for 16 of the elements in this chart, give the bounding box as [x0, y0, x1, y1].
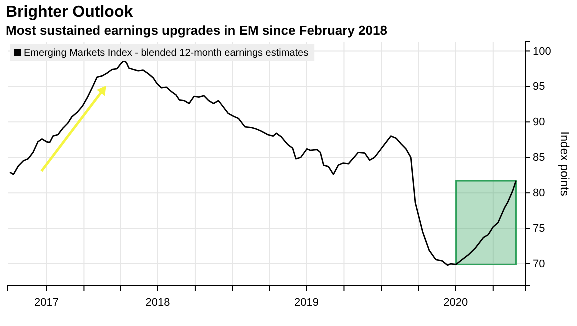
legend-label: Emerging Markets Index - blended 12-month earnings estimates [24, 48, 309, 59]
y-tick-label: 70 [533, 258, 546, 271]
y-tick-label: 80 [533, 188, 546, 200]
chart-subtitle: Most sustained earnings upgrades in EM since February 2018 [6, 23, 388, 38]
y-tick-label: 85 [533, 152, 546, 164]
y-axis-title: Index points [558, 132, 572, 196]
x-tick-label: 2017 [34, 296, 59, 309]
x-tick-label: 2019 [294, 296, 319, 309]
y-tick-label: 75 [533, 223, 546, 236]
x-tick-label: 2018 [146, 296, 170, 309]
y-tick-label: 100 [533, 46, 552, 58]
chart-title: Brighter Outlook [6, 4, 134, 21]
y-tick-label: 90 [533, 116, 546, 129]
x-tick-label: 2020 [444, 296, 468, 309]
y-tick-label: 95 [533, 81, 546, 94]
line-series [9, 60, 517, 266]
